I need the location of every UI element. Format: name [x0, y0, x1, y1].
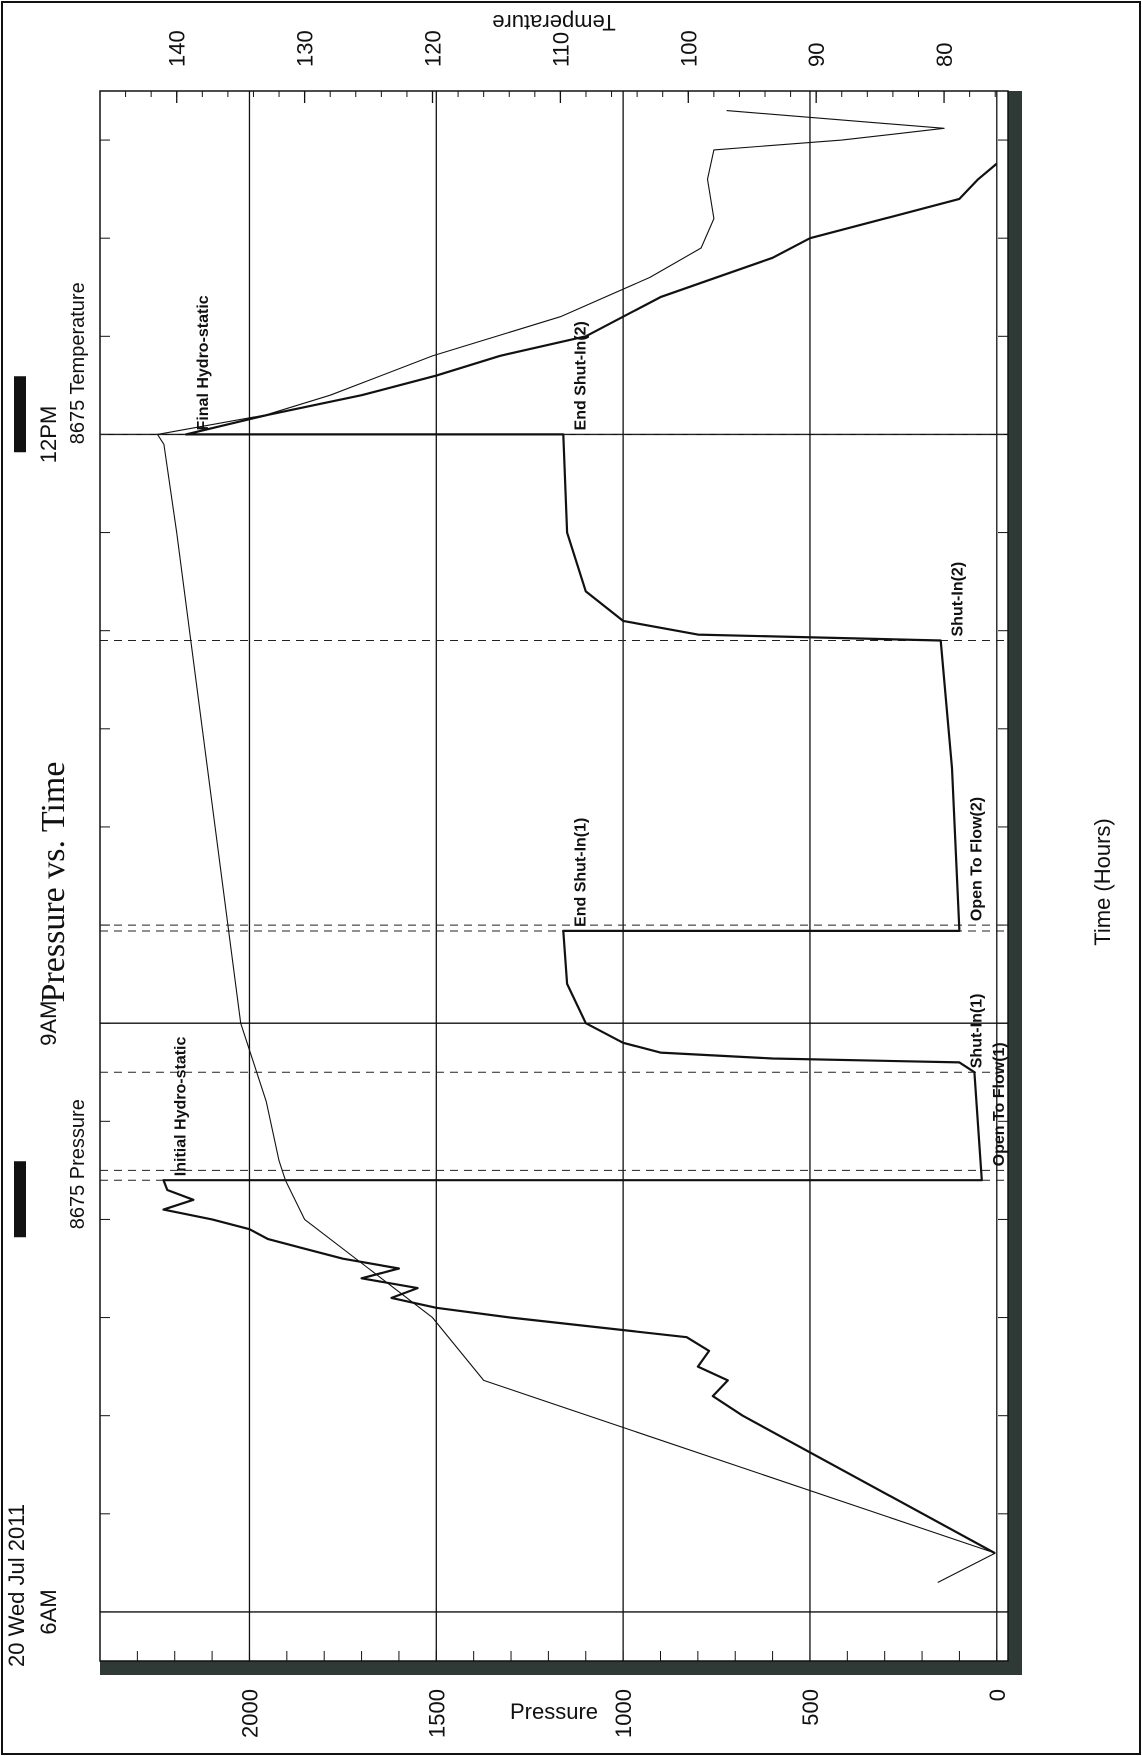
- event-label: Initial Hydro-static: [173, 1037, 190, 1177]
- event-label: Open To Flow(2): [968, 797, 985, 921]
- temperature-tick-label: 120: [421, 30, 446, 67]
- event-label: Shut-In(1): [968, 994, 985, 1069]
- event-label: Shut-In(2): [950, 562, 967, 637]
- plot-frame: [99, 90, 1022, 1675]
- pressure-axis-label: Pressure: [510, 1699, 598, 1724]
- grid: [100, 91, 1008, 1661]
- temperature-series-line: [156, 110, 996, 1583]
- temperature-tick-label: 90: [804, 43, 829, 67]
- event-label: End Shut-In(1): [572, 818, 589, 927]
- date-label: 20 Wed Jul 2011: [4, 1504, 29, 1667]
- frame-bar-left: [100, 1661, 1022, 1675]
- event-label: Open To Flow(1): [991, 1042, 1008, 1166]
- pressure-tick-label: 1500: [424, 1689, 449, 1738]
- pressure-series-line: [162, 162, 998, 1555]
- legend-label: 8675 Temperature: [67, 282, 89, 444]
- pressure-tick-label: 500: [798, 1689, 823, 1726]
- temperature-tick-label: 110: [548, 32, 573, 67]
- legend-swatch: [14, 376, 26, 453]
- series: [156, 110, 998, 1583]
- x-axis-label: Time (Hours): [1090, 818, 1115, 946]
- event-label: End Shut-In(2): [572, 321, 589, 430]
- time-tick-label: 6AM: [36, 1589, 61, 1634]
- legend-swatch: [14, 1161, 26, 1238]
- frame-bar-bottom: [1008, 91, 1022, 1675]
- chart-title: Pressure vs. Time: [35, 762, 72, 1003]
- time-tick-label: 12PM: [36, 406, 61, 463]
- plot-border: [99, 90, 1009, 1662]
- pressure-tick-label: 1000: [611, 1689, 636, 1738]
- legend-label: 8675 Pressure: [67, 1099, 89, 1229]
- time-tick-label: 9AM: [36, 1001, 61, 1046]
- temperature-tick-label: 130: [293, 30, 318, 67]
- pressure-tick-label: 2000: [237, 1689, 262, 1738]
- temperature-tick-label: 100: [676, 30, 701, 67]
- pressure-tick-label: 0: [985, 1689, 1010, 1701]
- chart-text: 0 500 1000 1500 2000 80 90 100 110 120 130 140 6AM 9A…: [4, 10, 1115, 1738]
- temperature-axis-label: Temperature: [492, 10, 616, 35]
- event-label: Final Hydro-static: [195, 295, 212, 430]
- temperature-tick-label: 80: [932, 43, 957, 67]
- temperature-tick-label: 140: [165, 30, 190, 67]
